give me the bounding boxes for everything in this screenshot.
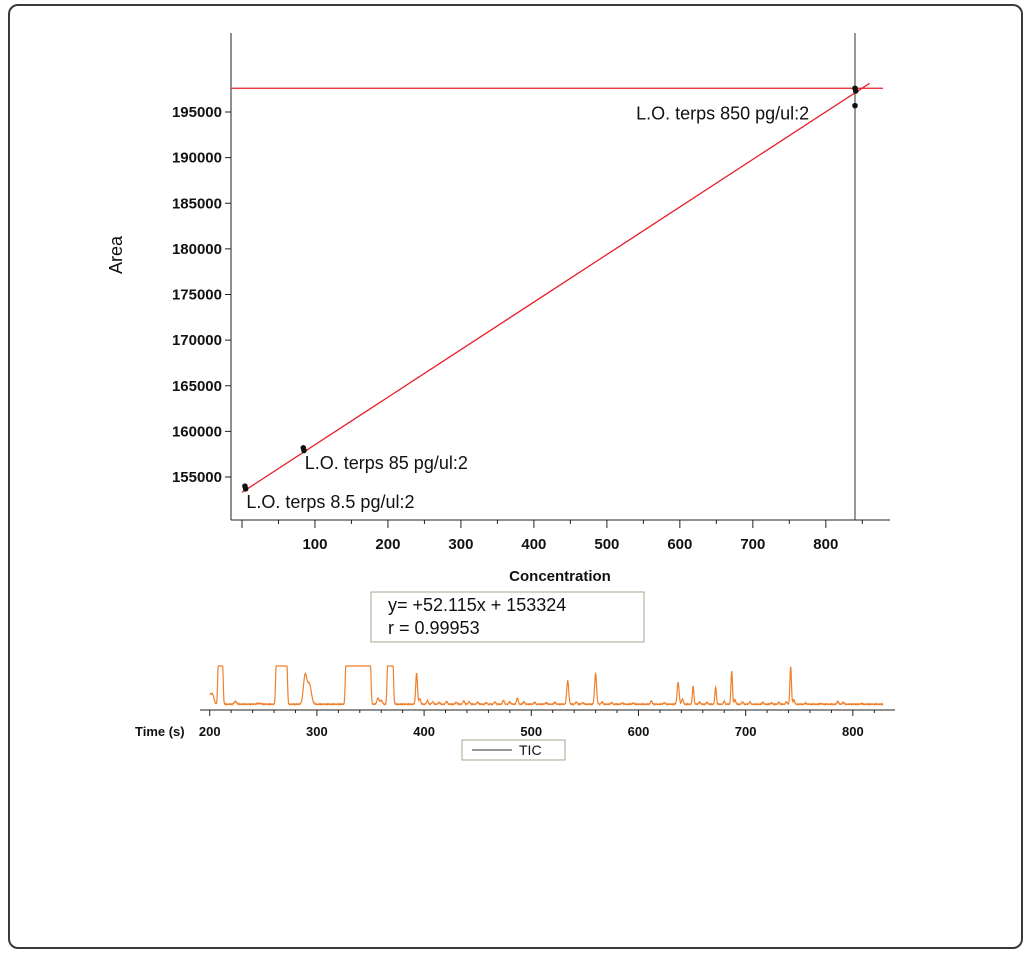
tic-trace [209,665,884,707]
x-tick-label: 300 [448,536,473,553]
x-axis-title: Concentration [509,568,611,585]
point-label: L.O. terps 850 pg/ul:2 [636,103,809,123]
y-tick-label: 195000 [172,104,222,121]
y-tick-label: 155000 [172,469,222,486]
y-tick-label: 190000 [172,150,222,167]
y-tick-label: 165000 [172,378,222,395]
time-tick-label: 800 [842,724,864,739]
y-axis-title: Area [106,235,126,274]
data-point [301,447,307,454]
y-tick-label: 160000 [172,423,222,440]
x-tick-label: 800 [813,536,838,553]
x-tick-label: 600 [667,536,692,553]
cal-x-ticks: 100 200 300 400 500 600 700 800 [241,520,863,553]
chart-frame [8,4,1023,949]
x-tick-label: 400 [521,536,546,553]
y-tick-label: 180000 [172,241,222,258]
data-point [852,102,858,109]
x-tick-label: 700 [740,536,765,553]
time-ticks: 200 300 400 500 600 700 800 [199,710,875,739]
time-tick-label: 200 [199,724,221,739]
calibration-plot: 155000 160000 165000 170000 175000 180000 1850… [106,33,890,585]
data-point [242,486,249,492]
y-tick-label: 175000 [172,287,222,304]
point-labels: L.O. terps 8.5 pg/ul:2 L.O. terps 85 pg/u… [246,103,809,512]
cal-y-ticks: 155000 160000 165000 170000 175000 180000 1850… [172,104,231,486]
time-tick-label: 700 [735,724,757,739]
correlation-text: r = 0.99953 [388,618,480,638]
y-tick-label: 170000 [172,332,222,349]
legend: TIC [461,739,566,761]
equation-text: y= +52.115x + 153324 [388,595,566,615]
y-tick-label: 185000 [172,195,222,212]
x-tick-label: 100 [302,536,327,553]
equation-box-border [370,591,645,643]
regression-line [241,82,870,493]
x-tick-label: 500 [594,536,619,553]
calibration-points [242,85,859,492]
point-label: L.O. terps 85 pg/ul:2 [305,453,468,473]
point-label: L.O. terps 8.5 pg/ul:2 [246,492,414,512]
time-tick-label: 600 [628,724,650,739]
chromatogram-plot: 200 300 400 500 600 700 800 Time (s) [135,665,895,739]
equation-box: y= +52.115x + 153324 r = 0.99953 [370,591,645,643]
time-tick-label: 300 [306,724,328,739]
time-tick-label: 500 [520,724,542,739]
time-tick-label: 400 [413,724,435,739]
data-point [852,88,859,94]
legend-label: TIC [519,742,542,758]
legend-box [461,739,566,761]
x-tick-label: 200 [375,536,400,553]
time-axis-title: Time (s) [135,724,185,739]
